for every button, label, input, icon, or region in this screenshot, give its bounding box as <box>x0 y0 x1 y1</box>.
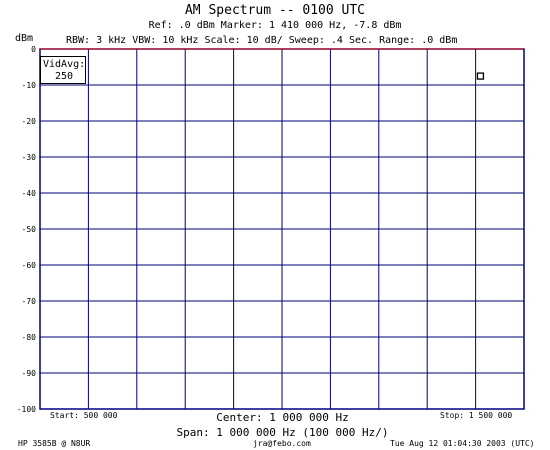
span-label: Span: 1 000 000 Hz (100 000 Hz/) <box>176 426 389 439</box>
x-stop-label: Stop: 1 500 000 <box>440 411 513 420</box>
footer-timestamp: Tue Aug 12 01:04:30 2003 (UTC) <box>390 439 535 448</box>
y-tick-labels: 0 -10 -20 -30 -40 -50 -60 -70 -80 -90 -100 <box>17 45 36 414</box>
y-tick-label: 0 <box>31 45 36 54</box>
y-tick-label: -20 <box>22 117 37 126</box>
y-tick-label: -60 <box>22 261 37 270</box>
y-tick-label: -90 <box>22 369 37 378</box>
x-start-label: Start: 500 000 <box>50 411 118 420</box>
y-tick-label: -70 <box>22 297 37 306</box>
header-settings: RBW: 3 kHz VBW: 10 kHz Scale: 10 dB/ Swe… <box>66 35 458 46</box>
y-tick-label: -80 <box>22 333 37 342</box>
y-tick-label: -40 <box>22 189 37 198</box>
y-tick-label: -50 <box>22 225 37 234</box>
footer-instrument: HP 3585B @ N8UR <box>18 439 91 448</box>
y-tick-label: -30 <box>22 153 37 162</box>
footer-email: jra@febo.com <box>253 439 311 448</box>
y-axis-label: dBm <box>15 33 34 44</box>
video-average-value: 250 <box>55 71 74 82</box>
video-average-label: VidAvg: <box>43 59 86 70</box>
chart-title: AM Spectrum -- 0100 UTC <box>184 3 365 18</box>
video-average-box <box>40 56 86 84</box>
plot-grid <box>39 48 525 410</box>
y-tick-label: -100 <box>17 405 36 414</box>
center-frequency-label: Center: 1 000 000 Hz <box>216 411 349 424</box>
header-reference-marker: Ref: .0 dBm Marker: 1 410 000 Hz, -7.8 d… <box>148 20 402 31</box>
y-tick-label: -10 <box>22 81 37 90</box>
marker-box <box>476 72 485 80</box>
